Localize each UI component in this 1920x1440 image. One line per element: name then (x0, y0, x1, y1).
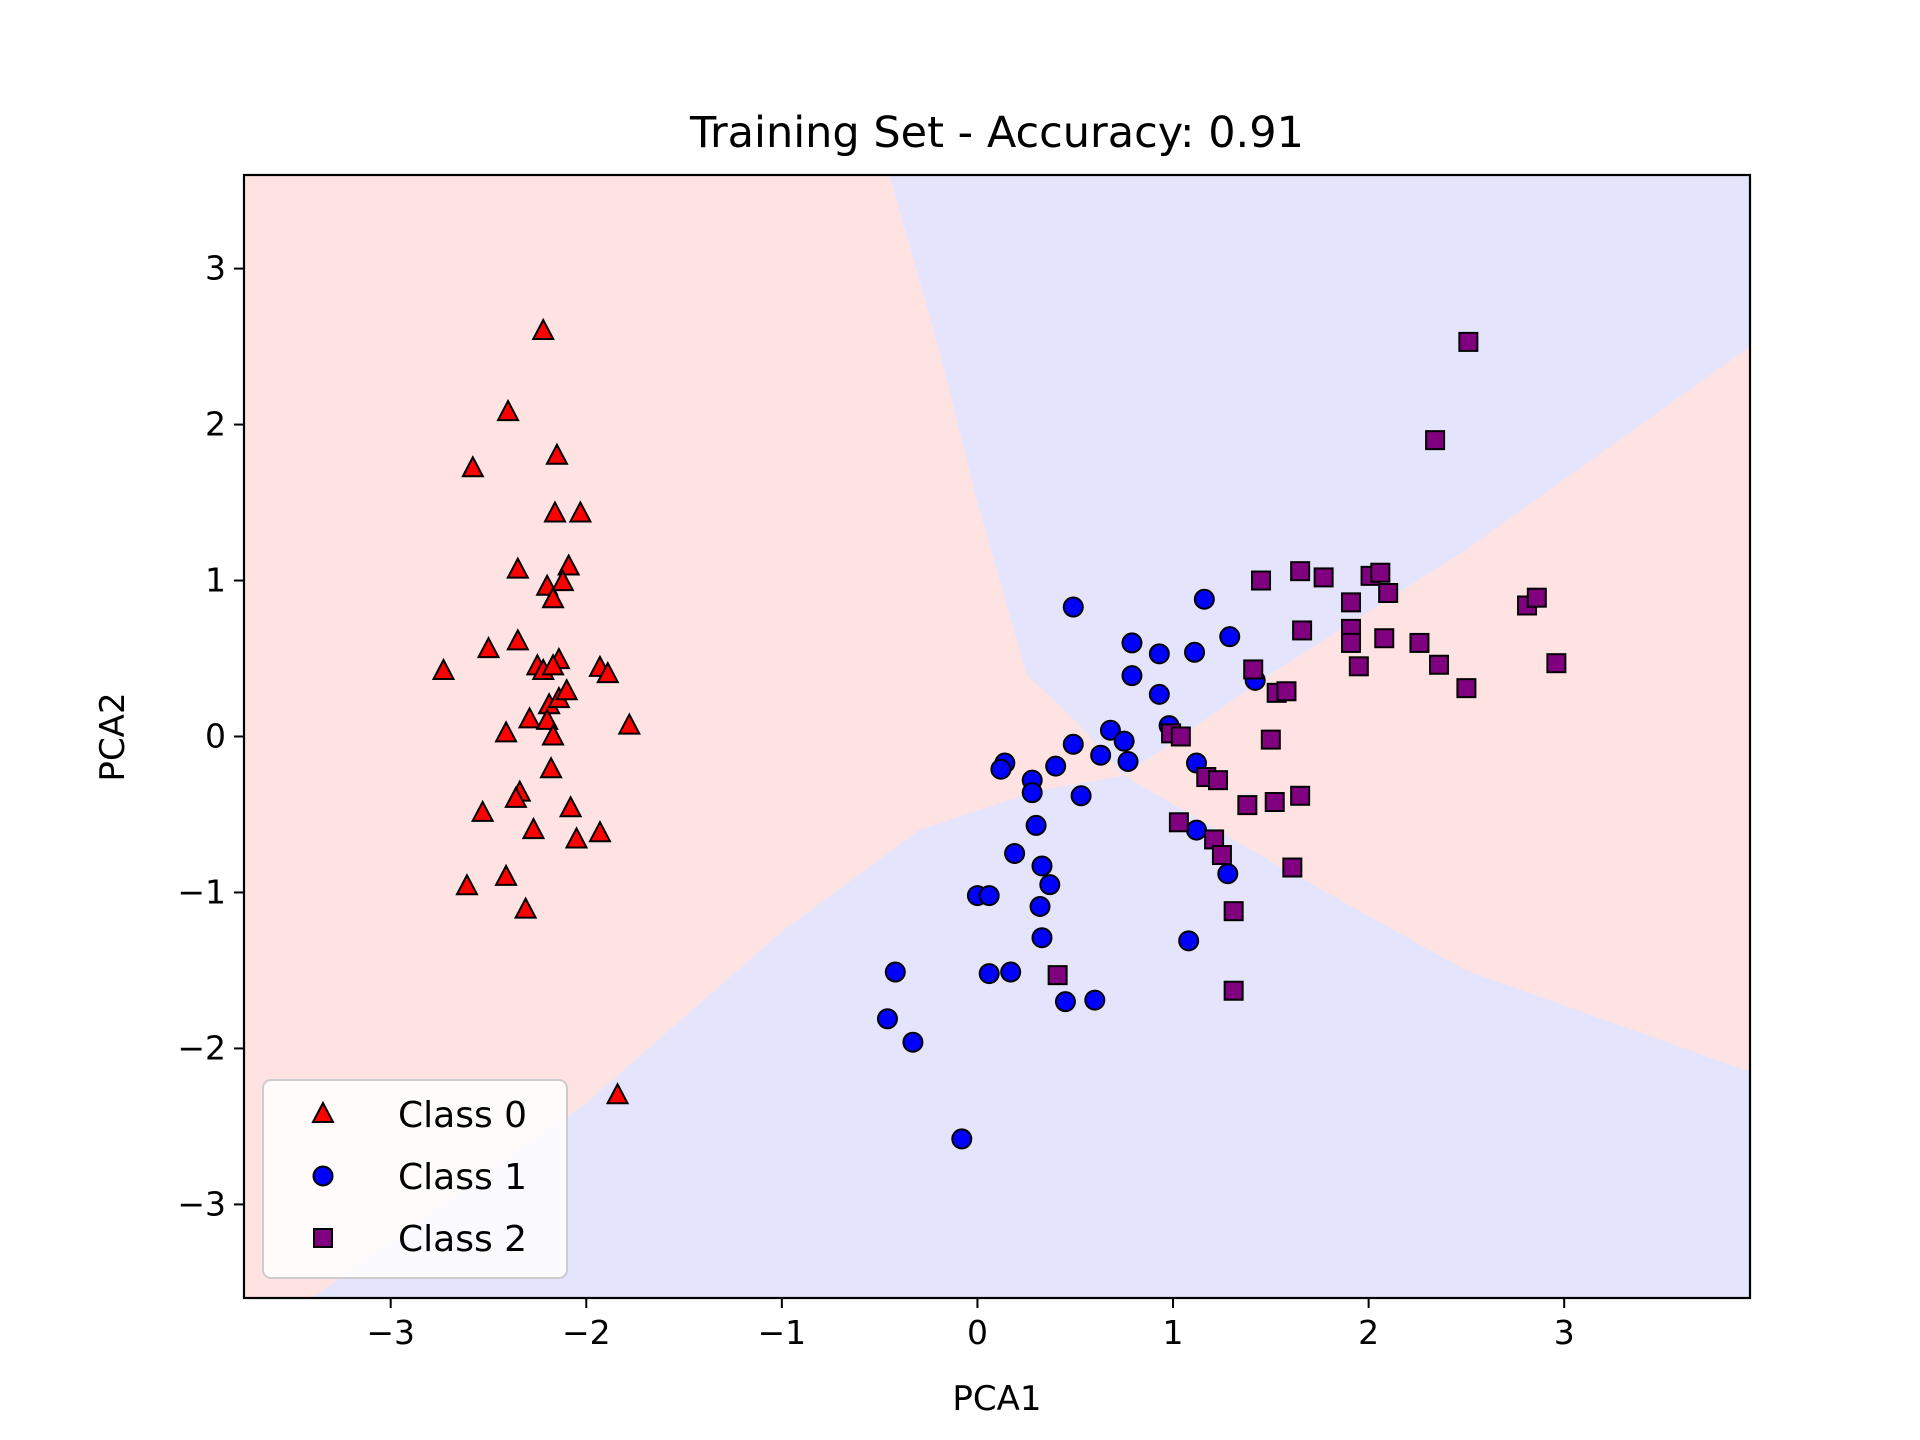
point-class-1 (952, 1129, 971, 1148)
point-class-1 (886, 963, 905, 982)
y-tick-label: 3 (205, 249, 226, 288)
point-class-1 (1187, 821, 1206, 840)
point-class-2 (1410, 634, 1428, 652)
point-class-1 (1185, 643, 1204, 662)
point-class-2 (1342, 634, 1360, 652)
point-class-1 (980, 886, 999, 905)
point-class-2 (1225, 982, 1243, 1000)
x-tick-label: 3 (1554, 1313, 1575, 1352)
point-class-2 (1291, 562, 1309, 580)
point-class-1 (1005, 844, 1024, 863)
y-axis-label: PCA2 (93, 692, 133, 781)
legend-marker-class-2 (314, 1229, 332, 1247)
point-class-2 (1342, 593, 1360, 611)
point-class-2 (1547, 654, 1565, 672)
point-class-1 (1056, 992, 1075, 1011)
point-class-1 (1150, 685, 1169, 704)
point-class-2 (1375, 629, 1393, 647)
point-class-2 (1459, 333, 1477, 351)
point-class-1 (1040, 875, 1059, 894)
x-axis-label: PCA1 (952, 1379, 1041, 1419)
point-class-1 (1091, 746, 1110, 765)
point-class-1 (903, 1033, 922, 1052)
legend-label-class-2: Class 2 (398, 1219, 527, 1260)
y-tick-label: −1 (177, 872, 226, 911)
chart-title: Training Set - Accuracy: 0.91 (689, 108, 1304, 158)
point-class-2 (1238, 796, 1256, 814)
x-tick-label: −2 (562, 1313, 611, 1352)
point-class-1 (1031, 897, 1050, 916)
point-class-2 (1225, 902, 1243, 920)
point-class-1 (1115, 732, 1134, 751)
point-class-2 (1170, 813, 1188, 831)
point-class-1 (1032, 928, 1051, 947)
point-class-1 (1001, 963, 1020, 982)
x-tick-label: 0 (967, 1313, 988, 1352)
point-class-2 (1350, 657, 1368, 675)
point-class-1 (1032, 856, 1051, 875)
point-class-1 (1072, 786, 1091, 805)
x-tick-label: 2 (1358, 1313, 1379, 1352)
x-tick-label: −3 (366, 1313, 415, 1352)
point-class-2 (1426, 431, 1444, 449)
point-class-2 (1277, 682, 1295, 700)
point-class-1 (1027, 816, 1046, 835)
x-tick-label: 1 (1163, 1313, 1184, 1352)
point-class-1 (1195, 590, 1214, 609)
legend-marker-class-1 (314, 1167, 333, 1186)
x-axis: −3 −2 −1 0 1 2 3 (366, 1298, 1574, 1352)
y-axis: −3 −2 −1 0 1 2 3 (177, 249, 244, 1224)
point-class-2 (1262, 731, 1280, 749)
point-class-2 (1291, 787, 1309, 805)
point-class-2 (1244, 660, 1262, 678)
x-tick-label: −1 (758, 1313, 807, 1352)
point-class-2 (1209, 771, 1227, 789)
point-class-2 (1049, 966, 1067, 984)
point-class-2 (1430, 656, 1448, 674)
point-class-1 (1085, 991, 1104, 1010)
point-class-1 (1220, 627, 1239, 646)
point-class-2 (1315, 568, 1333, 586)
point-class-2 (1528, 589, 1546, 607)
y-tick-label: −2 (177, 1028, 226, 1067)
point-class-1 (1046, 757, 1065, 776)
point-class-2 (1283, 859, 1301, 877)
point-class-2 (1379, 584, 1397, 602)
point-class-1 (1023, 783, 1042, 802)
point-class-1 (1150, 644, 1169, 663)
y-tick-label: 0 (205, 717, 226, 756)
point-class-2 (1457, 679, 1475, 697)
point-class-1 (878, 1009, 897, 1028)
point-class-2 (1213, 846, 1231, 864)
point-class-1 (1064, 735, 1083, 754)
point-class-1 (991, 760, 1010, 779)
point-class-1 (1122, 666, 1141, 685)
point-class-1 (980, 964, 999, 983)
point-class-1 (1119, 752, 1138, 771)
point-class-2 (1252, 572, 1270, 590)
y-tick-label: 2 (205, 405, 226, 444)
legend-label-class-0: Class 0 (398, 1095, 527, 1136)
point-class-1 (1179, 931, 1198, 950)
legend: Class 0 Class 1 Class 2 (263, 1080, 567, 1278)
y-tick-label: 1 (205, 561, 226, 600)
point-class-1 (1218, 864, 1237, 883)
point-class-1 (1064, 598, 1083, 617)
point-class-2 (1293, 621, 1311, 639)
y-tick-label: −3 (177, 1184, 226, 1223)
point-class-2 (1172, 728, 1190, 746)
point-class-2 (1371, 564, 1389, 582)
point-class-2 (1266, 793, 1284, 811)
point-class-1 (1122, 633, 1141, 652)
legend-label-class-1: Class 1 (398, 1157, 527, 1198)
